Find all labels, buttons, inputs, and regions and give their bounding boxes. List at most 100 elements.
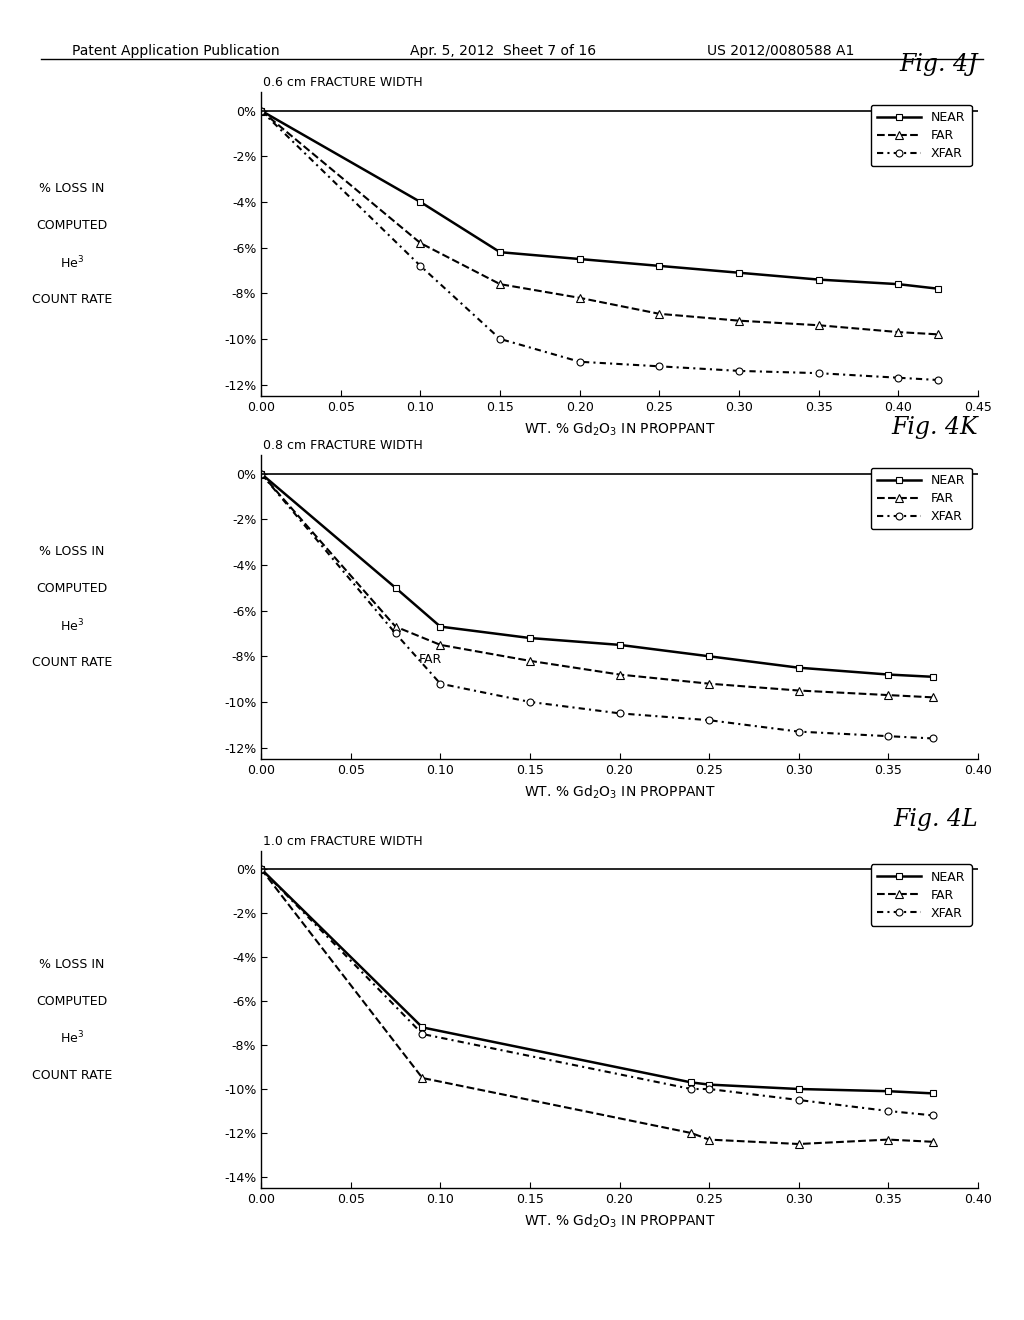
FAR xyxy=(255,103,267,119)
XFAR xyxy=(892,370,904,385)
XFAR xyxy=(685,1081,697,1097)
NEAR xyxy=(494,244,506,260)
Line: XFAR: XFAR xyxy=(258,470,937,742)
FAR xyxy=(255,466,267,482)
FAR xyxy=(932,326,944,342)
FAR xyxy=(702,1131,715,1147)
Text: He$^3$: He$^3$ xyxy=(59,1030,84,1047)
Text: Fig. 4K: Fig. 4K xyxy=(891,416,978,440)
Text: % LOSS IN: % LOSS IN xyxy=(39,182,104,195)
NEAR xyxy=(685,1074,697,1090)
Text: Fig. 4J: Fig. 4J xyxy=(899,53,978,77)
Text: COUNT RATE: COUNT RATE xyxy=(32,656,112,669)
XFAR xyxy=(793,723,805,739)
NEAR xyxy=(733,265,745,281)
FAR xyxy=(524,653,537,669)
XFAR xyxy=(882,729,895,744)
XFAR xyxy=(702,1081,715,1097)
FAR xyxy=(416,1071,428,1086)
Text: Patent Application Publication: Patent Application Publication xyxy=(72,44,280,58)
NEAR xyxy=(702,648,715,664)
Text: He$^3$: He$^3$ xyxy=(59,618,84,634)
XFAR xyxy=(733,363,745,379)
FAR xyxy=(255,861,267,876)
NEAR xyxy=(932,281,944,297)
Legend: NEAR, FAR, XFAR: NEAR, FAR, XFAR xyxy=(871,467,972,529)
FAR xyxy=(882,1131,895,1147)
X-axis label: WT. % Gd$_2$O$_3$ IN PROPPANT: WT. % Gd$_2$O$_3$ IN PROPPANT xyxy=(523,421,716,438)
Text: COMPUTED: COMPUTED xyxy=(36,219,108,232)
NEAR xyxy=(255,103,267,119)
Text: COMPUTED: COMPUTED xyxy=(36,582,108,595)
Line: NEAR: NEAR xyxy=(258,866,937,1097)
Line: FAR: FAR xyxy=(257,470,937,701)
XFAR xyxy=(812,366,824,381)
FAR xyxy=(434,638,446,653)
Text: US 2012/0080588 A1: US 2012/0080588 A1 xyxy=(707,44,854,58)
FAR xyxy=(415,235,427,251)
NEAR xyxy=(415,194,427,210)
Text: 0.6 cm FRACTURE WIDTH: 0.6 cm FRACTURE WIDTH xyxy=(262,77,422,90)
FAR xyxy=(573,290,586,306)
XFAR xyxy=(255,466,267,482)
FAR xyxy=(733,313,745,329)
FAR xyxy=(927,1134,939,1150)
NEAR xyxy=(389,579,401,595)
X-axis label: WT. % Gd$_2$O$_3$ IN PROPPANT: WT. % Gd$_2$O$_3$ IN PROPPANT xyxy=(523,1213,716,1230)
FAR xyxy=(927,689,939,705)
NEAR xyxy=(573,251,586,267)
Text: He$^3$: He$^3$ xyxy=(59,255,84,271)
XFAR xyxy=(416,1026,428,1041)
Line: XFAR: XFAR xyxy=(258,107,942,384)
XFAR xyxy=(255,861,267,876)
FAR xyxy=(793,1137,805,1152)
NEAR xyxy=(892,276,904,292)
XFAR xyxy=(494,331,506,347)
NEAR xyxy=(702,1077,715,1093)
Text: % LOSS IN: % LOSS IN xyxy=(39,958,104,970)
Legend: NEAR, FAR, XFAR: NEAR, FAR, XFAR xyxy=(871,865,972,925)
NEAR xyxy=(524,630,537,645)
FAR xyxy=(685,1125,697,1140)
XFAR xyxy=(882,1104,895,1119)
FAR xyxy=(812,317,824,333)
XFAR xyxy=(524,694,537,710)
NEAR xyxy=(434,619,446,635)
Text: COMPUTED: COMPUTED xyxy=(36,995,108,1007)
NEAR xyxy=(613,638,626,653)
XFAR xyxy=(255,103,267,119)
X-axis label: WT. % Gd$_2$O$_3$ IN PROPPANT: WT. % Gd$_2$O$_3$ IN PROPPANT xyxy=(523,784,716,801)
Text: 1.0 cm FRACTURE WIDTH: 1.0 cm FRACTURE WIDTH xyxy=(262,836,422,847)
Text: FAR: FAR xyxy=(419,653,442,667)
FAR xyxy=(882,688,895,704)
Text: Fig. 4L: Fig. 4L xyxy=(893,808,978,830)
NEAR xyxy=(416,1019,428,1035)
NEAR xyxy=(927,1085,939,1101)
FAR xyxy=(389,619,401,635)
FAR xyxy=(892,325,904,341)
Line: FAR: FAR xyxy=(257,865,937,1148)
Text: Apr. 5, 2012  Sheet 7 of 16: Apr. 5, 2012 Sheet 7 of 16 xyxy=(410,44,596,58)
NEAR xyxy=(812,272,824,288)
XFAR xyxy=(389,626,401,642)
FAR xyxy=(494,276,506,292)
XFAR xyxy=(793,1092,805,1107)
XFAR xyxy=(927,1107,939,1123)
XFAR xyxy=(415,257,427,273)
XFAR xyxy=(653,359,666,375)
Line: NEAR: NEAR xyxy=(258,107,942,292)
FAR xyxy=(793,682,805,698)
FAR xyxy=(653,306,666,322)
FAR xyxy=(702,676,715,692)
XFAR xyxy=(932,372,944,388)
NEAR xyxy=(793,660,805,676)
Text: COUNT RATE: COUNT RATE xyxy=(32,293,112,306)
XFAR xyxy=(613,705,626,721)
NEAR xyxy=(255,466,267,482)
NEAR xyxy=(927,669,939,685)
Text: COUNT RATE: COUNT RATE xyxy=(32,1069,112,1081)
NEAR xyxy=(882,1084,895,1100)
NEAR xyxy=(793,1081,805,1097)
Line: XFAR: XFAR xyxy=(258,866,937,1119)
XFAR xyxy=(573,354,586,370)
